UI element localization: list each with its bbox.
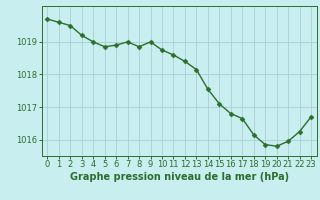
X-axis label: Graphe pression niveau de la mer (hPa): Graphe pression niveau de la mer (hPa) [70,172,289,182]
